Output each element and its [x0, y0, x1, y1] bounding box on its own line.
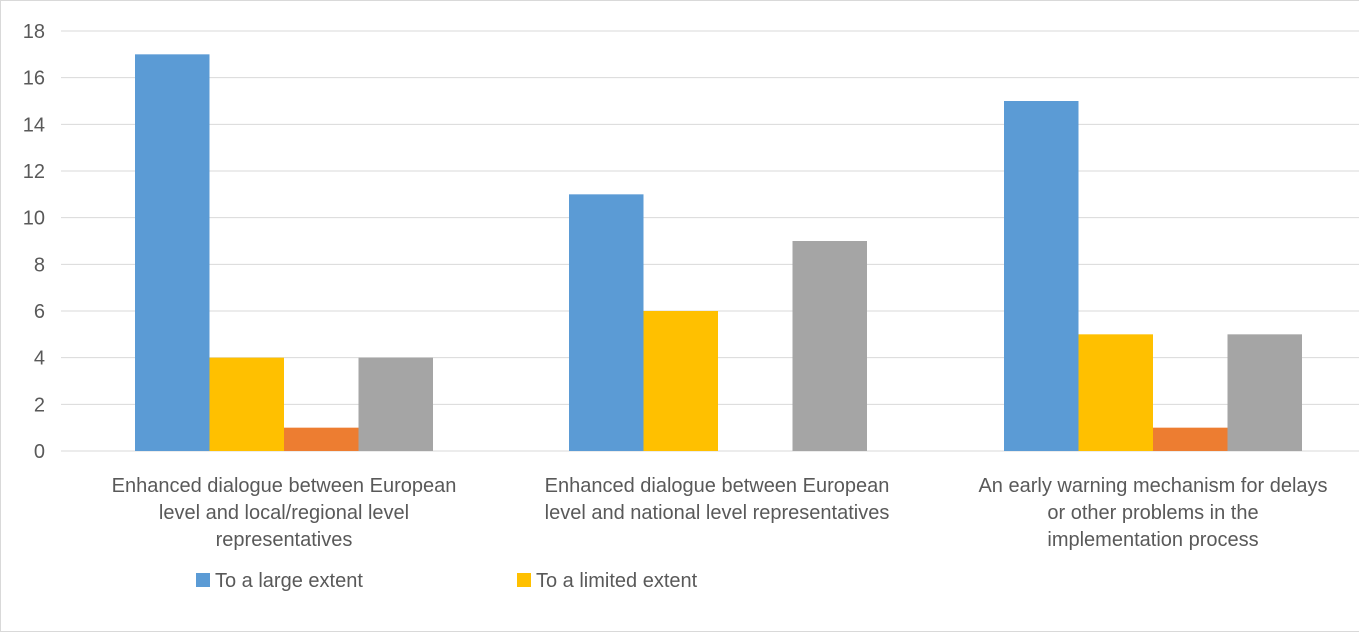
legend: To a large extent To a limited extent: [196, 570, 698, 592]
bar-series0-cat2: [1004, 101, 1079, 451]
category-label-line: or other problems in the: [1047, 502, 1258, 524]
y-tick-label: 10: [23, 208, 45, 230]
legend-label: To a large extent: [215, 570, 363, 592]
bar-series1-cat1: [643, 311, 718, 451]
y-tick-label: 2: [34, 394, 45, 416]
category-label: An early warning mechanism for delays or …: [978, 475, 1327, 551]
category-label-line: level and national level representatives: [545, 502, 890, 524]
bars: [135, 54, 1302, 452]
category-label-line: level and local/regional level: [159, 502, 409, 524]
legend-label: To a limited extent: [536, 570, 698, 592]
y-tick-label: 18: [23, 21, 45, 43]
y-tick-label: 0: [34, 441, 45, 463]
bar-series2-cat0: [284, 427, 359, 451]
y-tick-label: 4: [34, 348, 45, 370]
category-label-line: representatives: [216, 529, 353, 551]
y-axis: 0 2 4 6 8 10 12 14 16 18: [23, 21, 45, 463]
category-label-line: implementation process: [1047, 529, 1258, 551]
bar-series1-cat2: [1078, 334, 1153, 451]
bar-series0-cat0: [135, 54, 210, 451]
y-tick-label: 14: [23, 114, 45, 136]
bar-series2-cat2: [1153, 427, 1228, 451]
legend-swatch: [517, 573, 531, 587]
category-label-line: Enhanced dialogue between European: [112, 475, 457, 497]
bar-series0-cat1: [569, 194, 644, 452]
category-label-line: Enhanced dialogue between European: [545, 475, 890, 497]
bar-series3-cat1: [792, 241, 867, 451]
y-tick-label: 8: [34, 254, 45, 276]
bar-series3-cat0: [358, 357, 433, 451]
legend-swatch: [196, 573, 210, 587]
bar-series1-cat0: [209, 357, 284, 451]
bar-series3-cat2: [1227, 334, 1302, 451]
x-axis: Enhanced dialogue between European level …: [112, 475, 1328, 551]
y-tick-label: 6: [34, 301, 45, 323]
category-label: Enhanced dialogue between European level …: [112, 475, 457, 551]
category-label-line: An early warning mechanism for delays: [978, 475, 1327, 497]
y-tick-label: 12: [23, 161, 45, 183]
y-tick-label: 16: [23, 68, 45, 90]
category-label: Enhanced dialogue between European level …: [545, 475, 890, 524]
